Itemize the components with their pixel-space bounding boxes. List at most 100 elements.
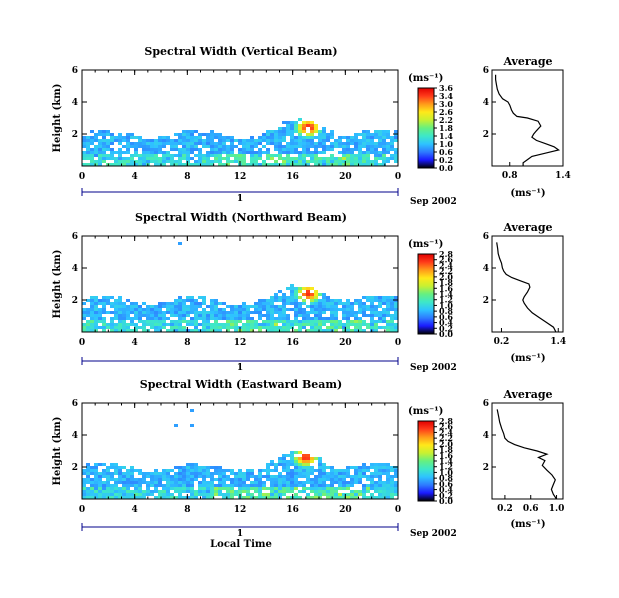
heatmap-cell (366, 163, 370, 166)
heatmap-cell (222, 157, 226, 160)
heatmap-cell (166, 323, 170, 326)
heatmap-cell (294, 457, 298, 460)
heatmap-cell (110, 139, 114, 142)
heatmap-cell (90, 490, 94, 493)
heatmap-cell (146, 487, 150, 490)
heatmap-cell (190, 299, 194, 302)
heatmap-cell (258, 326, 262, 329)
heatmap-cell (158, 320, 162, 323)
heatmap-cell (158, 478, 162, 481)
heatmap-cell (146, 323, 150, 326)
heatmap-cell (186, 314, 190, 317)
heatmap-cell (166, 136, 170, 139)
heatmap-cell (102, 329, 106, 332)
heatmap-cell (298, 151, 302, 154)
heatmap-cell (198, 151, 202, 154)
heatmap-cell (206, 487, 210, 490)
heatmap-cell (270, 305, 274, 308)
heatmap-cell (94, 475, 98, 478)
heatmap-cell (222, 317, 226, 320)
heatmap-cell (190, 142, 194, 145)
heatmap-cell (306, 296, 310, 299)
heatmap-cell (266, 469, 270, 472)
heatmap-cell (106, 157, 110, 160)
heatmap-cell (118, 317, 122, 320)
heatmap-cell (366, 475, 370, 478)
heatmap-cell (210, 139, 214, 142)
heatmap-cell (122, 472, 126, 475)
heatmap-cell (290, 478, 294, 481)
heatmap-cell (390, 299, 394, 302)
heatmap-cell (254, 139, 258, 142)
heatmap-cell (170, 496, 174, 499)
colorbar-tick-label: 0.6 (439, 479, 453, 489)
heatmap-cell (202, 481, 206, 484)
heatmap-cell (106, 493, 110, 496)
heatmap-cell (242, 329, 246, 332)
heatmap-cell (318, 299, 322, 302)
heatmap-cell (150, 305, 154, 308)
heatmap-cell (82, 302, 86, 305)
heatmap-cell (134, 305, 138, 308)
heatmap-cell (106, 311, 110, 314)
heatmap-cell (250, 323, 254, 326)
heatmap-cell (146, 475, 150, 478)
heatmap-cell (94, 481, 98, 484)
heatmap-cell (166, 481, 170, 484)
heatmap-cell (182, 478, 186, 481)
heatmap-cell (174, 133, 178, 136)
heatmap-cell (338, 493, 342, 496)
heatmap-cell (254, 326, 258, 329)
heatmap-cell (290, 299, 294, 302)
heatmap-cell (154, 317, 158, 320)
heatmap-cell (322, 148, 326, 151)
avg-title-eastward: Average (502, 388, 552, 401)
heatmap-cell (210, 154, 214, 157)
heatmap-cell (198, 490, 202, 493)
heatmap-cell (354, 157, 358, 160)
heatmap-cell (190, 151, 194, 154)
heatmap-cell (366, 142, 370, 145)
heatmap-cell (226, 329, 230, 332)
heatmap-cell (330, 157, 334, 160)
heatmap-cell (162, 472, 166, 475)
heatmap-cell (298, 320, 302, 323)
heatmap-cell (374, 484, 378, 487)
heatmap-cell (338, 142, 342, 145)
heatmap-cell (334, 139, 338, 142)
heatmap-cell (194, 329, 198, 332)
heatmap-cell (282, 481, 286, 484)
heatmap-cell (198, 160, 202, 163)
heatmap-cell (338, 139, 342, 142)
heatmap-cell (282, 320, 286, 323)
panel-vertical: Spectral Width (Vertical Beam) 0 4 8 12 16 20… (52, 45, 571, 207)
heatmap-cell (342, 493, 346, 496)
heatmap-cell (286, 326, 290, 329)
heatmap-cell (394, 490, 398, 493)
heatmap-cell (90, 317, 94, 320)
heatmap-cell (190, 157, 194, 160)
heatmap-cell (186, 484, 190, 487)
heatmap-cell (82, 487, 86, 490)
date-label-eastward: Sep 2002 (410, 529, 457, 539)
heatmap-cell (194, 496, 198, 499)
heatmap-cell (294, 451, 298, 454)
heatmap-cell (182, 151, 186, 154)
heatmap-cell (302, 323, 306, 326)
heatmap-cell (298, 154, 302, 157)
heatmap-cell (366, 487, 370, 490)
heatmap-cell (118, 326, 122, 329)
heatmap-cell (298, 475, 302, 478)
heatmap-cell (158, 314, 162, 317)
heatmap-cell (206, 469, 210, 472)
heatmap-cell (234, 317, 238, 320)
heatmap-cell (154, 487, 158, 490)
heatmap-cell (162, 157, 166, 160)
heatmap-cell (194, 142, 198, 145)
heatmap-cell (274, 311, 278, 314)
heatmap-cell (322, 136, 326, 139)
heatmap-cell (118, 496, 122, 499)
heatmap-cell (358, 466, 362, 469)
heatmap-cell (306, 163, 310, 166)
